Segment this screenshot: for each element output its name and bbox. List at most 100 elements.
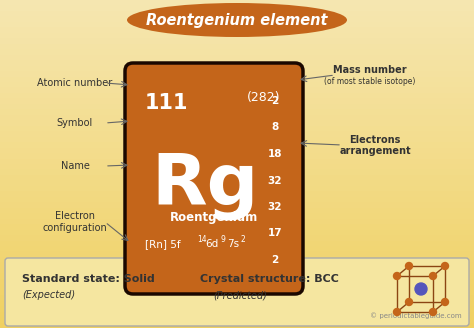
FancyBboxPatch shape [125, 63, 303, 294]
Bar [0, 38, 474, 44]
Bar [0, 202, 474, 208]
Bar [0, 44, 474, 49]
Bar [0, 131, 474, 137]
Bar [0, 109, 474, 115]
Text: Standard state: Solid: Standard state: Solid [22, 274, 155, 284]
Text: Crystal structure: BCC: Crystal structure: BCC [200, 274, 339, 284]
Bar [0, 240, 474, 246]
Bar [0, 60, 474, 66]
Circle shape [441, 298, 448, 305]
Text: Symbol: Symbol [57, 118, 93, 128]
Bar [0, 55, 474, 60]
Bar [0, 284, 474, 290]
Text: arrangement: arrangement [339, 146, 411, 156]
Text: Electron
configuration: Electron configuration [43, 211, 108, 233]
Text: 7s: 7s [227, 239, 239, 249]
Bar [0, 213, 474, 219]
Bar [0, 6, 474, 11]
Text: 2: 2 [241, 235, 246, 243]
Bar [0, 120, 474, 126]
Bar [0, 33, 474, 38]
Bar [0, 93, 474, 98]
Text: Name: Name [61, 161, 90, 171]
Circle shape [415, 283, 427, 295]
Bar [0, 22, 474, 27]
Text: (Expected): (Expected) [22, 290, 75, 300]
Text: 18: 18 [268, 149, 282, 159]
Ellipse shape [127, 3, 347, 37]
Bar [0, 262, 474, 268]
Bar [0, 197, 474, 202]
Bar [0, 224, 474, 230]
Text: 9: 9 [221, 235, 226, 243]
Text: 32: 32 [268, 202, 282, 212]
Text: Mass number: Mass number [333, 65, 407, 75]
Bar [0, 180, 474, 186]
Text: 6d: 6d [205, 239, 218, 249]
Bar [0, 279, 474, 284]
Bar [0, 115, 474, 120]
Bar [0, 88, 474, 93]
Text: 111: 111 [145, 93, 189, 113]
Bar [0, 137, 474, 142]
Bar [0, 322, 474, 328]
Bar [0, 257, 474, 262]
Bar [0, 290, 474, 295]
Bar [0, 230, 474, 235]
Text: 14: 14 [197, 235, 207, 243]
Bar [0, 148, 474, 153]
Bar [0, 164, 474, 170]
FancyBboxPatch shape [5, 258, 469, 326]
Bar [0, 11, 474, 16]
Circle shape [405, 262, 412, 270]
Circle shape [441, 262, 448, 270]
Text: 2: 2 [272, 96, 279, 106]
Bar [0, 170, 474, 175]
Bar [0, 295, 474, 301]
Bar [0, 235, 474, 240]
Text: (282): (282) [246, 91, 280, 104]
Bar [0, 306, 474, 312]
Bar [0, 16, 474, 22]
Bar [0, 191, 474, 197]
Text: Atomic number: Atomic number [37, 78, 113, 88]
Bar [0, 82, 474, 88]
Text: (of most stable isotope): (of most stable isotope) [324, 76, 416, 86]
Bar [0, 49, 474, 55]
Circle shape [393, 309, 401, 316]
Text: 32: 32 [268, 175, 282, 186]
Circle shape [405, 298, 412, 305]
Text: © periodictableguide.com: © periodictableguide.com [370, 312, 462, 319]
Bar [0, 27, 474, 33]
Text: 17: 17 [268, 229, 283, 238]
Text: 8: 8 [272, 122, 279, 133]
Bar [0, 317, 474, 322]
Circle shape [393, 273, 401, 279]
Bar [0, 252, 474, 257]
Text: [Rn] 5f: [Rn] 5f [145, 239, 181, 249]
Bar [0, 175, 474, 180]
Bar [0, 66, 474, 71]
Bar [0, 98, 474, 104]
Bar [0, 246, 474, 252]
Bar [0, 186, 474, 191]
Bar [0, 142, 474, 148]
Bar [0, 153, 474, 158]
Bar [0, 104, 474, 109]
Bar [0, 71, 474, 76]
Text: Rg: Rg [151, 151, 258, 220]
Circle shape [429, 309, 437, 316]
Bar [0, 158, 474, 164]
Bar [0, 301, 474, 306]
Circle shape [429, 273, 437, 279]
Text: 2: 2 [272, 255, 279, 265]
Text: Roentgenium: Roentgenium [170, 212, 258, 224]
Bar [0, 208, 474, 213]
Text: (Predicted): (Predicted) [213, 290, 267, 300]
Bar [0, 0, 474, 6]
Bar [0, 268, 474, 273]
Text: Roentgenium element: Roentgenium element [146, 12, 328, 28]
Bar [0, 126, 474, 131]
Text: Electrons: Electrons [349, 135, 401, 145]
Bar [0, 273, 474, 279]
